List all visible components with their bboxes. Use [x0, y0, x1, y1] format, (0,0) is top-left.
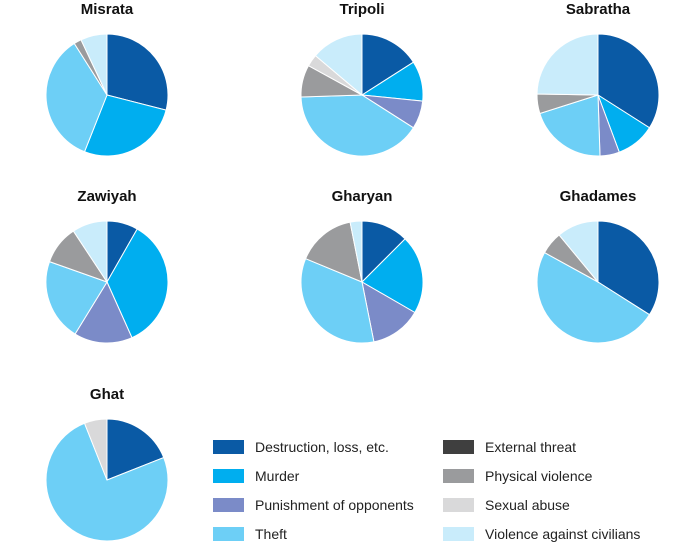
legend-swatch-theft — [213, 527, 244, 541]
pie-title-ghat: Ghat — [90, 386, 124, 403]
pie-title-misrata: Misrata — [81, 1, 134, 18]
pie-zawiyah: Zawiyah — [45, 188, 169, 344]
legend-swatch-punishment-of-opponents — [213, 498, 244, 512]
legend-label-violence-against-civilians: Violence against civilians — [485, 526, 640, 542]
slice-tripoli-violence-against-civilians — [314, 33, 363, 97]
slice-ghadames-violence-against-civilians — [558, 220, 599, 284]
pie-ghadames: Ghadames — [536, 188, 660, 344]
legend-label-external-threat: External threat — [485, 439, 576, 455]
slice-misrata-theft — [45, 42, 108, 153]
slice-zawiyah-murder — [106, 228, 169, 339]
pie-title-gharyan: Gharyan — [332, 188, 393, 205]
legend-swatch-physical-violence — [443, 469, 474, 483]
slice-misrata-violence-against-civilians — [80, 33, 108, 96]
slice-misrata-destruction-loss-etc — [106, 33, 169, 111]
legend-swatch-violence-against-civilians — [443, 527, 474, 541]
legend-swatch-sexual-abuse — [443, 498, 474, 512]
slice-gharyan-murder — [361, 238, 424, 314]
legend-swatch-external-threat — [443, 440, 474, 454]
legend-label-punishment-of-opponents: Punishment of opponents — [255, 497, 414, 513]
slice-sabratha-theft — [539, 94, 601, 157]
pie-title-ghadames: Ghadames — [560, 188, 637, 205]
pie-misrata: Misrata — [45, 1, 169, 157]
slice-misrata-murder — [83, 94, 167, 157]
pie-ghat: Ghat — [45, 386, 169, 542]
slice-tripoli-theft — [300, 94, 415, 157]
slice-ghat-destruction-loss-etc — [106, 418, 165, 481]
pie-tripoli: Tripoli — [300, 1, 424, 157]
slice-zawiyah-punishment-of-opponents — [74, 280, 133, 344]
slice-zawiyah-violence-against-civilians — [72, 220, 108, 284]
pie-title-tripoli: Tripoli — [340, 1, 385, 18]
legend-swatch-murder — [213, 469, 244, 483]
pie-title-zawiyah: Zawiyah — [77, 188, 136, 205]
slice-gharyan-physical-violence — [304, 221, 363, 283]
slice-tripoli-destruction-loss-etc — [361, 33, 415, 96]
legend-label-physical-violence: Physical violence — [485, 468, 593, 484]
legend-swatch-destruction-loss-etc — [213, 440, 244, 454]
slice-sabratha-violence-against-civilians — [536, 33, 599, 96]
slice-ghadames-theft — [536, 251, 651, 344]
legend-label-theft: Theft — [255, 526, 287, 542]
legend-label-murder: Murder — [255, 468, 300, 484]
slice-ghat-sexual-abuse — [83, 418, 108, 481]
pie-gharyan: Gharyan — [300, 188, 424, 344]
pie-sabratha: Sabratha — [536, 1, 660, 157]
legend-label-sexual-abuse: Sexual abuse — [485, 497, 570, 513]
slice-ghat-theft — [45, 422, 169, 542]
legend-label-destruction-loss-etc: Destruction, loss, etc. — [255, 439, 389, 455]
pie-title-sabratha: Sabratha — [566, 1, 631, 18]
slice-gharyan-violence-against-civilians — [349, 220, 363, 283]
slice-zawiyah-theft — [45, 261, 108, 335]
legend: Destruction, loss, etc. Murder Punishment … — [213, 439, 640, 542]
